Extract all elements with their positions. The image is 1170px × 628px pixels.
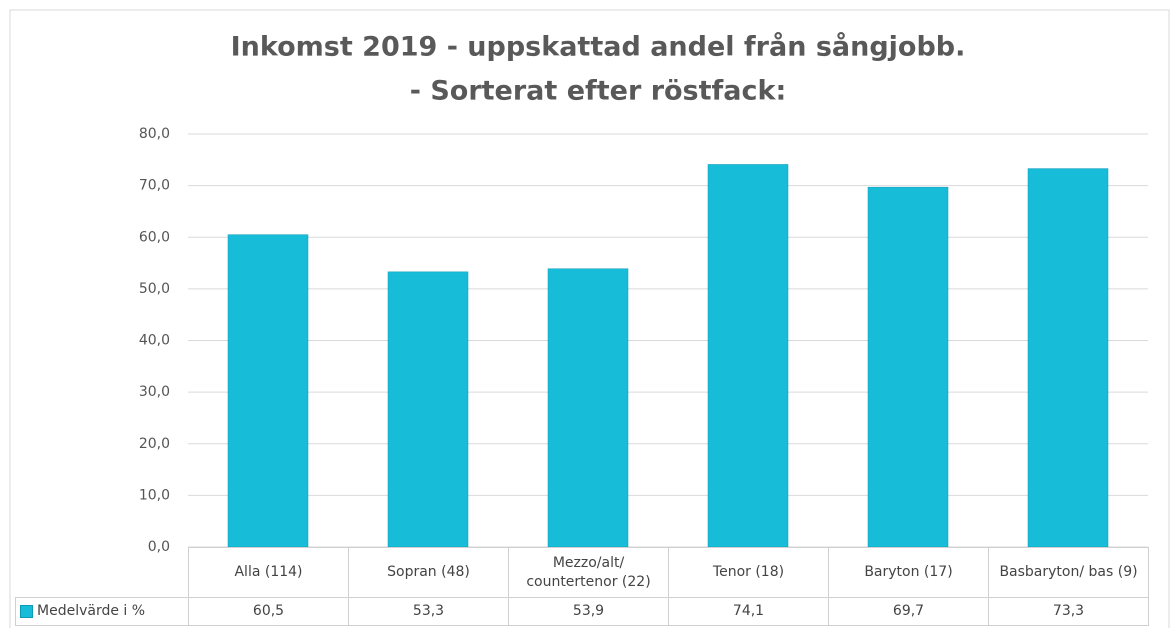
value-cell: 53,3 [348,597,509,626]
chart-border [9,9,1170,628]
bar [387,271,469,548]
y-tick-label: 30,0 [139,384,170,400]
value-cell: 53,9 [508,597,669,626]
category-cell: Tenor (18) [668,547,829,598]
chart-title: - Sorterat efter röstfack: [410,76,787,107]
category-cell: Mezzo/alt/ countertenor (22) [508,547,669,598]
value-cell: 60,5 [188,597,349,626]
bar [867,186,949,548]
bar [1027,168,1109,548]
y-tick-label: 80,0 [139,126,170,142]
value-cell: 69,7 [828,597,989,626]
bar [547,268,629,548]
y-tick-label: 0,0 [148,539,170,555]
value-cell: 73,3 [988,597,1149,626]
bar [227,234,309,548]
bar [707,164,789,548]
y-tick-label: 60,0 [139,229,170,245]
y-tick-label: 70,0 [139,178,170,194]
category-cell: Basbaryton/ bas (9) [988,547,1149,598]
legend-label: Medelvärde i % [37,603,146,620]
value-cell: 74,1 [668,597,829,626]
legend-cell: Medelvärde i % [15,597,189,626]
category-cell: Alla (114) [188,547,349,598]
chart-title: Inkomst 2019 - uppskattad andel från sån… [231,31,966,63]
legend-swatch [20,605,33,618]
category-cell: Baryton (17) [828,547,989,598]
category-cell: Sopran (48) [348,547,509,598]
y-tick-label: 50,0 [139,281,170,297]
y-tick-label: 20,0 [139,436,170,452]
y-tick-label: 10,0 [139,487,170,503]
y-tick-label: 40,0 [139,333,170,349]
